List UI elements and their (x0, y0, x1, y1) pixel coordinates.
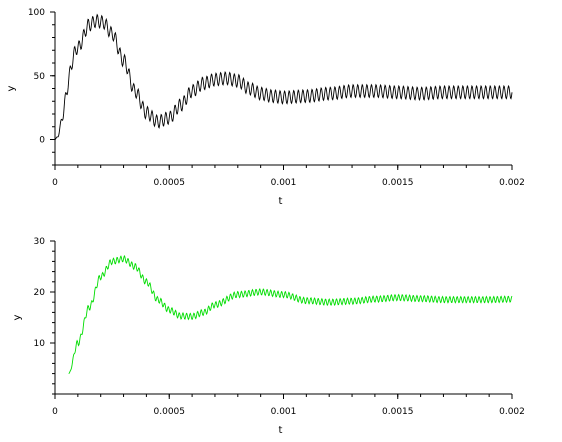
y-tick-label: 50 (34, 72, 46, 82)
y-tick-label: 10 (34, 339, 46, 349)
x-tick-label: 0.002 (499, 407, 525, 417)
x-tick-label: 0.0015 (382, 178, 414, 188)
series-line-1 (54, 13, 513, 140)
x-tick-label: 0.002 (499, 178, 525, 188)
y-axis-label: y (12, 314, 23, 320)
x-tick-label: 0.001 (271, 407, 297, 417)
x-tick-label: 0.0005 (154, 178, 186, 188)
y-tick-label: 0 (39, 136, 45, 146)
x-tick-label: 0 (52, 407, 58, 417)
y-tick-label: 20 (34, 288, 46, 298)
plot-2: 0 0.0005 0.001 0.0015 0.002 10 20 30 t y (12, 237, 525, 436)
y-axis-label: y (6, 85, 17, 91)
x-axis-label: t (279, 196, 283, 207)
y-tick-label: 30 (34, 237, 46, 247)
x-tick-label: 0.001 (271, 178, 297, 188)
x-axis-label: t (279, 425, 283, 436)
x-tick-label: 0 (52, 178, 58, 188)
x-tick-label: 0.0015 (382, 407, 414, 417)
series-line-1 (68, 254, 513, 374)
y-tick-label: 100 (28, 8, 45, 18)
x-tick-label: 0.0005 (154, 407, 186, 417)
plot-1: 0 0.0005 0.001 0.0015 0.002 0 50 100 t y (6, 8, 525, 207)
